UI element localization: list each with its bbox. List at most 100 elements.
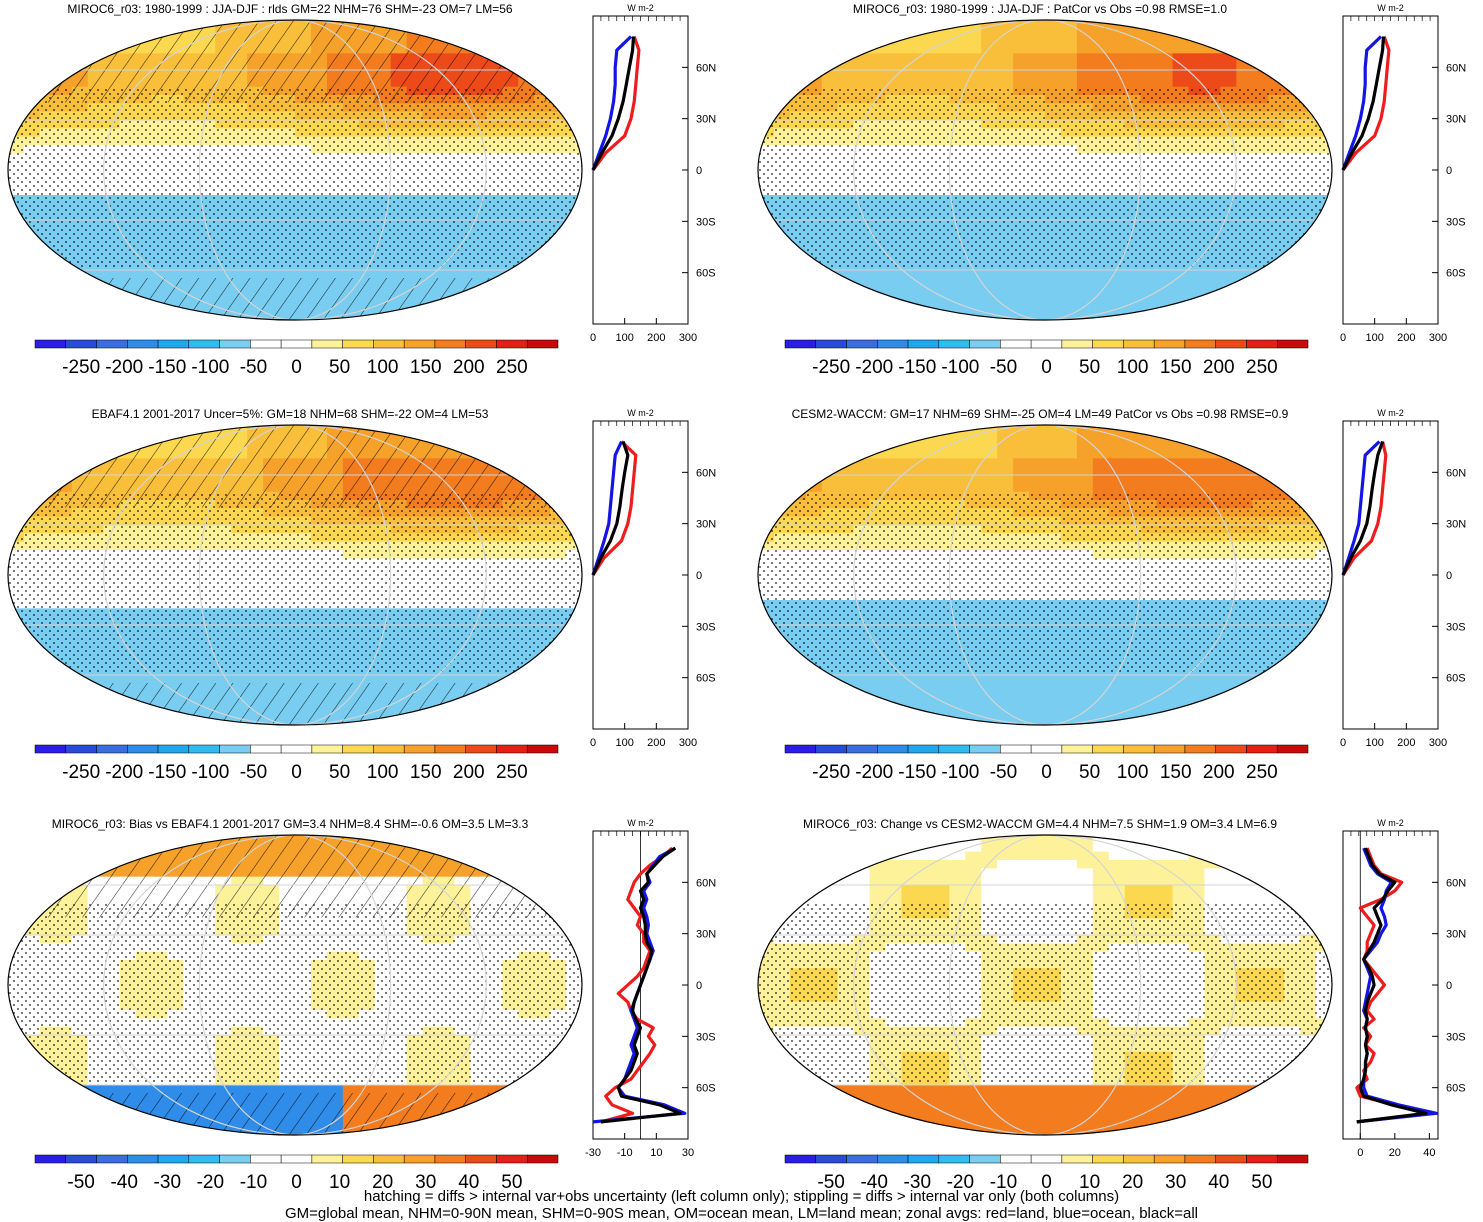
map-cell [774, 45, 791, 54]
colorbar-box [373, 340, 404, 348]
map-cell [997, 45, 1014, 54]
map-cell [1157, 62, 1174, 71]
map-cell [902, 425, 919, 434]
map-cell [981, 62, 998, 71]
map-cell [566, 425, 583, 434]
map-cell [870, 62, 887, 71]
map-cell [1125, 62, 1142, 71]
colorbar-label: 250 [496, 762, 528, 783]
map-cell [933, 475, 950, 484]
map-cell [838, 28, 855, 37]
map-cell [24, 433, 41, 442]
map-cell [902, 450, 919, 459]
map-cell [88, 717, 105, 726]
map-cell [88, 295, 105, 304]
map-cell [822, 53, 839, 62]
map-cell [1204, 475, 1221, 484]
map-cell [1316, 237, 1333, 246]
map-cell [24, 303, 41, 312]
map-cell [917, 312, 934, 321]
map-cell [8, 245, 25, 254]
map-cell [1268, 467, 1285, 476]
map-cell [870, 37, 887, 46]
map-cell [470, 270, 487, 279]
map-cell [247, 270, 264, 279]
colorbar-box [404, 745, 435, 753]
map-cell [1236, 312, 1253, 321]
map-cell [167, 717, 184, 726]
map-cell [502, 425, 519, 434]
map-cell [550, 667, 567, 676]
map-cell [1029, 278, 1046, 287]
map-cell [1300, 433, 1317, 442]
map-cell [550, 700, 567, 709]
map-cell [806, 433, 823, 442]
map-cell [758, 237, 775, 246]
map-cell [1220, 433, 1237, 442]
colorbar-label: 150 [410, 762, 442, 783]
map-cell [136, 270, 153, 279]
map-cell [8, 475, 25, 484]
map-cell [1189, 62, 1206, 71]
map-cell [1157, 287, 1174, 296]
map-cell [902, 475, 919, 484]
map-cell [566, 237, 583, 246]
map-cell [167, 312, 184, 321]
map-cell [120, 37, 137, 46]
map-cell [1157, 467, 1174, 476]
map-cell [1157, 425, 1174, 434]
map-field [758, 20, 1333, 321]
map-cell [24, 87, 41, 96]
map-cell [518, 692, 535, 701]
map-cell [40, 458, 57, 467]
colorbar-box [1216, 340, 1247, 348]
map-cell [486, 717, 503, 726]
map-cell [8, 262, 25, 271]
map-cell [152, 303, 169, 312]
map-cell [407, 717, 424, 726]
map-cell [1300, 37, 1317, 46]
map-cell [566, 95, 583, 104]
map-cell [806, 62, 823, 71]
map-cell [8, 237, 25, 246]
map-cell [550, 62, 567, 71]
map-cell [933, 458, 950, 467]
map-cell [1252, 28, 1269, 37]
map-cell [566, 303, 583, 312]
map-cell [40, 53, 57, 62]
map-cell [1252, 295, 1269, 304]
map-cell [1045, 287, 1062, 296]
colorbar-box [1031, 340, 1062, 348]
colorbar-label: 250 [496, 357, 528, 378]
map-cell [981, 295, 998, 304]
colorbar-label: -50 [240, 357, 267, 378]
map-cell [56, 278, 73, 287]
map-cell [454, 28, 471, 37]
map-cell [534, 53, 551, 62]
map-cell [758, 70, 775, 79]
map-cell [1204, 467, 1221, 476]
colorbar-box [466, 745, 497, 753]
map-cell [566, 53, 583, 62]
map-cell [854, 62, 871, 71]
colorbar-box [908, 340, 939, 348]
map-cell [152, 708, 169, 717]
map-cell [917, 37, 934, 46]
map-cell [838, 20, 855, 29]
map-cell [949, 483, 966, 492]
map-cell [1109, 467, 1126, 476]
map-cell [997, 450, 1014, 459]
map-cell [1013, 287, 1030, 296]
map-cell [8, 708, 25, 717]
map-cell [56, 433, 73, 442]
map-cell [1300, 28, 1317, 37]
map-cell [8, 450, 25, 459]
map-cell [1268, 450, 1285, 459]
map-cell [518, 467, 535, 476]
map-cell [550, 287, 567, 296]
map-cell [1220, 62, 1237, 71]
map-cell [8, 28, 25, 37]
map-cell [120, 700, 137, 709]
map-cell [854, 467, 871, 476]
map-cell [1077, 270, 1094, 279]
